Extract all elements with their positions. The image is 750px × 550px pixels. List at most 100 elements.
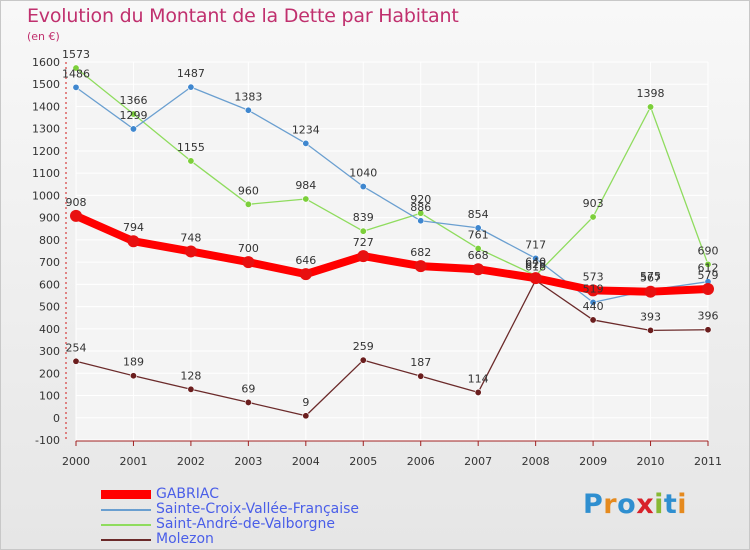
y-tick-label: 500 [39, 301, 60, 314]
data-point-3 [474, 388, 482, 396]
y-tick-label: 1200 [32, 145, 60, 158]
data-label: 128 [180, 369, 201, 382]
y-tick-label: 600 [39, 278, 60, 291]
data-point-0 [702, 283, 714, 296]
data-label: 1299 [119, 109, 147, 122]
data-point-0 [70, 209, 82, 222]
data-point-0 [529, 272, 542, 285]
y-tick-label: 800 [39, 234, 60, 247]
data-point-0 [299, 268, 312, 281]
data-point-2 [72, 64, 80, 72]
data-label: 1040 [349, 167, 377, 180]
data-point-0 [472, 263, 485, 276]
data-point-0 [357, 250, 370, 263]
data-label: 984 [295, 179, 316, 192]
data-point-2 [474, 245, 482, 253]
y-tick-label: 100 [39, 390, 60, 403]
data-point-0 [242, 256, 255, 269]
data-label: 903 [583, 197, 604, 210]
series-line-1 [75, 86, 709, 304]
data-label: 640 [525, 255, 546, 268]
data-label: 886 [410, 201, 431, 214]
data-label: 748 [180, 231, 201, 244]
data-point-2 [359, 227, 367, 235]
data-label: 628 [525, 258, 546, 271]
series-line-0 [72, 211, 712, 296]
data-point-1 [474, 224, 482, 232]
x-tick-label: 2007 [464, 455, 492, 468]
data-point-3 [302, 412, 310, 420]
data-label: 187 [410, 356, 431, 369]
data-label: 567 [640, 272, 661, 285]
y-tick-label: 0 [53, 412, 60, 425]
data-point-2 [704, 260, 712, 268]
data-point-1 [417, 217, 425, 225]
chart-unit: (en €) [27, 30, 60, 43]
logo-letter: i [654, 489, 664, 520]
data-point-1 [302, 139, 310, 147]
data-label: 1573 [62, 48, 90, 61]
data-point-1 [532, 254, 540, 262]
legend-swatch [101, 490, 151, 499]
data-point-2 [187, 157, 195, 165]
legend-swatch [101, 539, 151, 541]
data-label: 575 [640, 270, 661, 283]
data-point-2 [647, 103, 655, 111]
y-tick-label: 900 [39, 212, 60, 225]
data-label: 761 [468, 229, 489, 242]
x-tick-label: 2002 [177, 455, 205, 468]
data-point-3 [417, 372, 425, 380]
y-tick-label: 1100 [32, 167, 60, 180]
data-point-0 [587, 284, 600, 297]
legend-swatch [101, 509, 151, 511]
logo-letter: P [583, 489, 604, 520]
data-label: 854 [468, 208, 489, 221]
data-point-3 [187, 385, 195, 393]
data-label: 114 [468, 372, 489, 385]
logo-letter: t [663, 489, 678, 520]
data-label: 519 [583, 282, 604, 295]
x-tick-label: 2006 [407, 455, 435, 468]
data-label: 1487 [177, 67, 205, 80]
data-label: 618 [525, 260, 546, 273]
legend-label: Saint-André-de-Valborgne [156, 516, 335, 532]
data-label: 393 [640, 310, 661, 323]
data-label: 579 [698, 269, 719, 282]
data-point-1 [129, 125, 137, 133]
x-tick-label: 2010 [637, 455, 665, 468]
y-tick-label: 1400 [32, 100, 60, 113]
x-tick-label: 2005 [349, 455, 377, 468]
data-label: 960 [238, 184, 259, 197]
y-tick-label: 400 [39, 323, 60, 336]
data-label: 700 [238, 242, 259, 255]
data-label: 1383 [234, 90, 262, 103]
data-label: 69 [241, 382, 255, 395]
data-label: 573 [583, 270, 604, 283]
series-line-2 [75, 67, 709, 277]
data-label: 682 [410, 246, 431, 259]
data-label: 717 [525, 238, 546, 251]
legend-label: Sainte-Croix-Vallée-Française [156, 501, 360, 517]
data-point-0 [127, 235, 140, 248]
chart-title: Evolution du Montant de la Dette par Hab… [27, 5, 459, 27]
series-line-3 [75, 279, 709, 417]
data-point-1 [187, 83, 195, 91]
data-point-2 [417, 209, 425, 217]
data-label: 396 [698, 310, 719, 323]
data-point-1 [72, 83, 80, 91]
data-label: 668 [468, 249, 489, 262]
data-label: 646 [295, 254, 316, 267]
x-tick-label: 2001 [119, 455, 147, 468]
logo-letter: x [636, 489, 655, 520]
data-label: 794 [123, 221, 144, 234]
data-point-1 [359, 183, 367, 191]
legend-label: GABRIAC [156, 486, 219, 502]
y-tick-label: 200 [39, 367, 60, 380]
data-point-3 [244, 398, 252, 406]
x-tick-label: 2004 [292, 455, 320, 468]
y-tick-label: 1000 [32, 189, 60, 202]
x-tick-label: 2008 [522, 455, 550, 468]
data-point-2 [244, 200, 252, 208]
proxiti-logo: Proxiti [583, 489, 687, 520]
